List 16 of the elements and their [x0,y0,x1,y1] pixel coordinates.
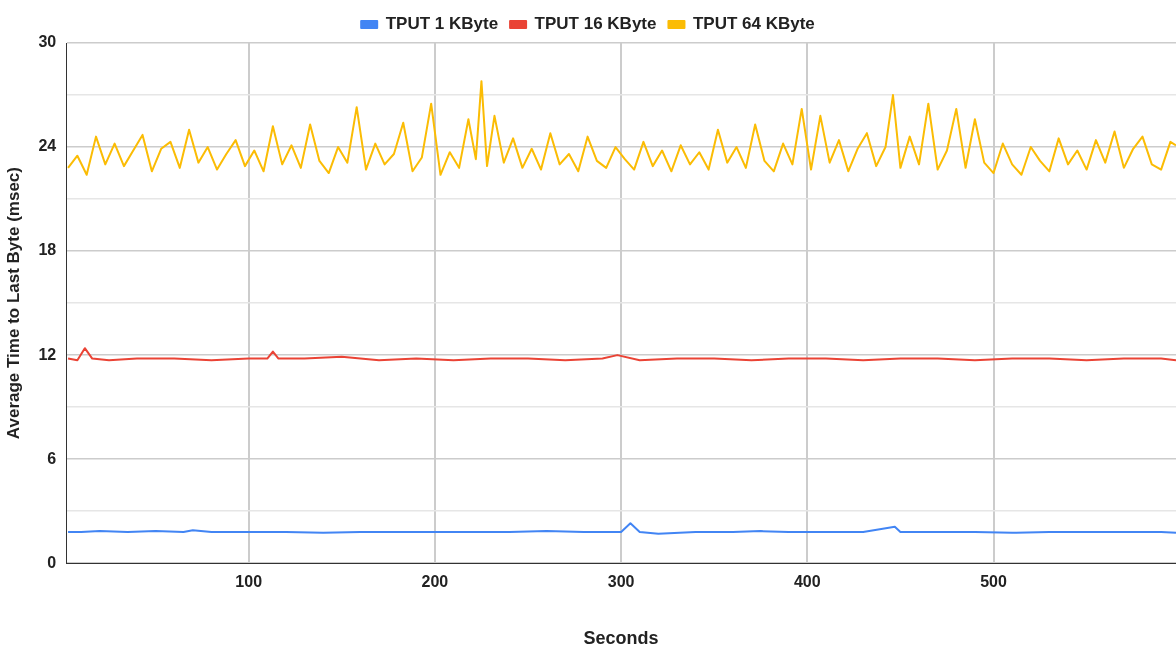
x-tick-label: 500 [980,573,1007,591]
x-axis-title: Seconds [583,628,659,649]
y-tick-label: 18 [38,241,57,259]
legend-label: TPUT 16 KByte [534,14,657,34]
y-tick-label: 0 [47,553,57,571]
legend-label: TPUT 1 KByte [385,14,499,34]
y-tick-label: 30 [38,33,57,51]
y-tick-label: 6 [47,449,57,467]
y-tick-label: 12 [38,345,57,363]
x-tick-label: 100 [235,573,263,591]
x-tick-label: 400 [793,573,821,591]
x-tick-label: 200 [421,573,449,591]
y-tick-label: 24 [38,137,57,155]
legend-label: TPUT 64 KByte [692,14,815,34]
y-axis-title: Average Time to Last Byte (msec) [3,167,23,440]
x-tick-label: 300 [607,573,635,591]
